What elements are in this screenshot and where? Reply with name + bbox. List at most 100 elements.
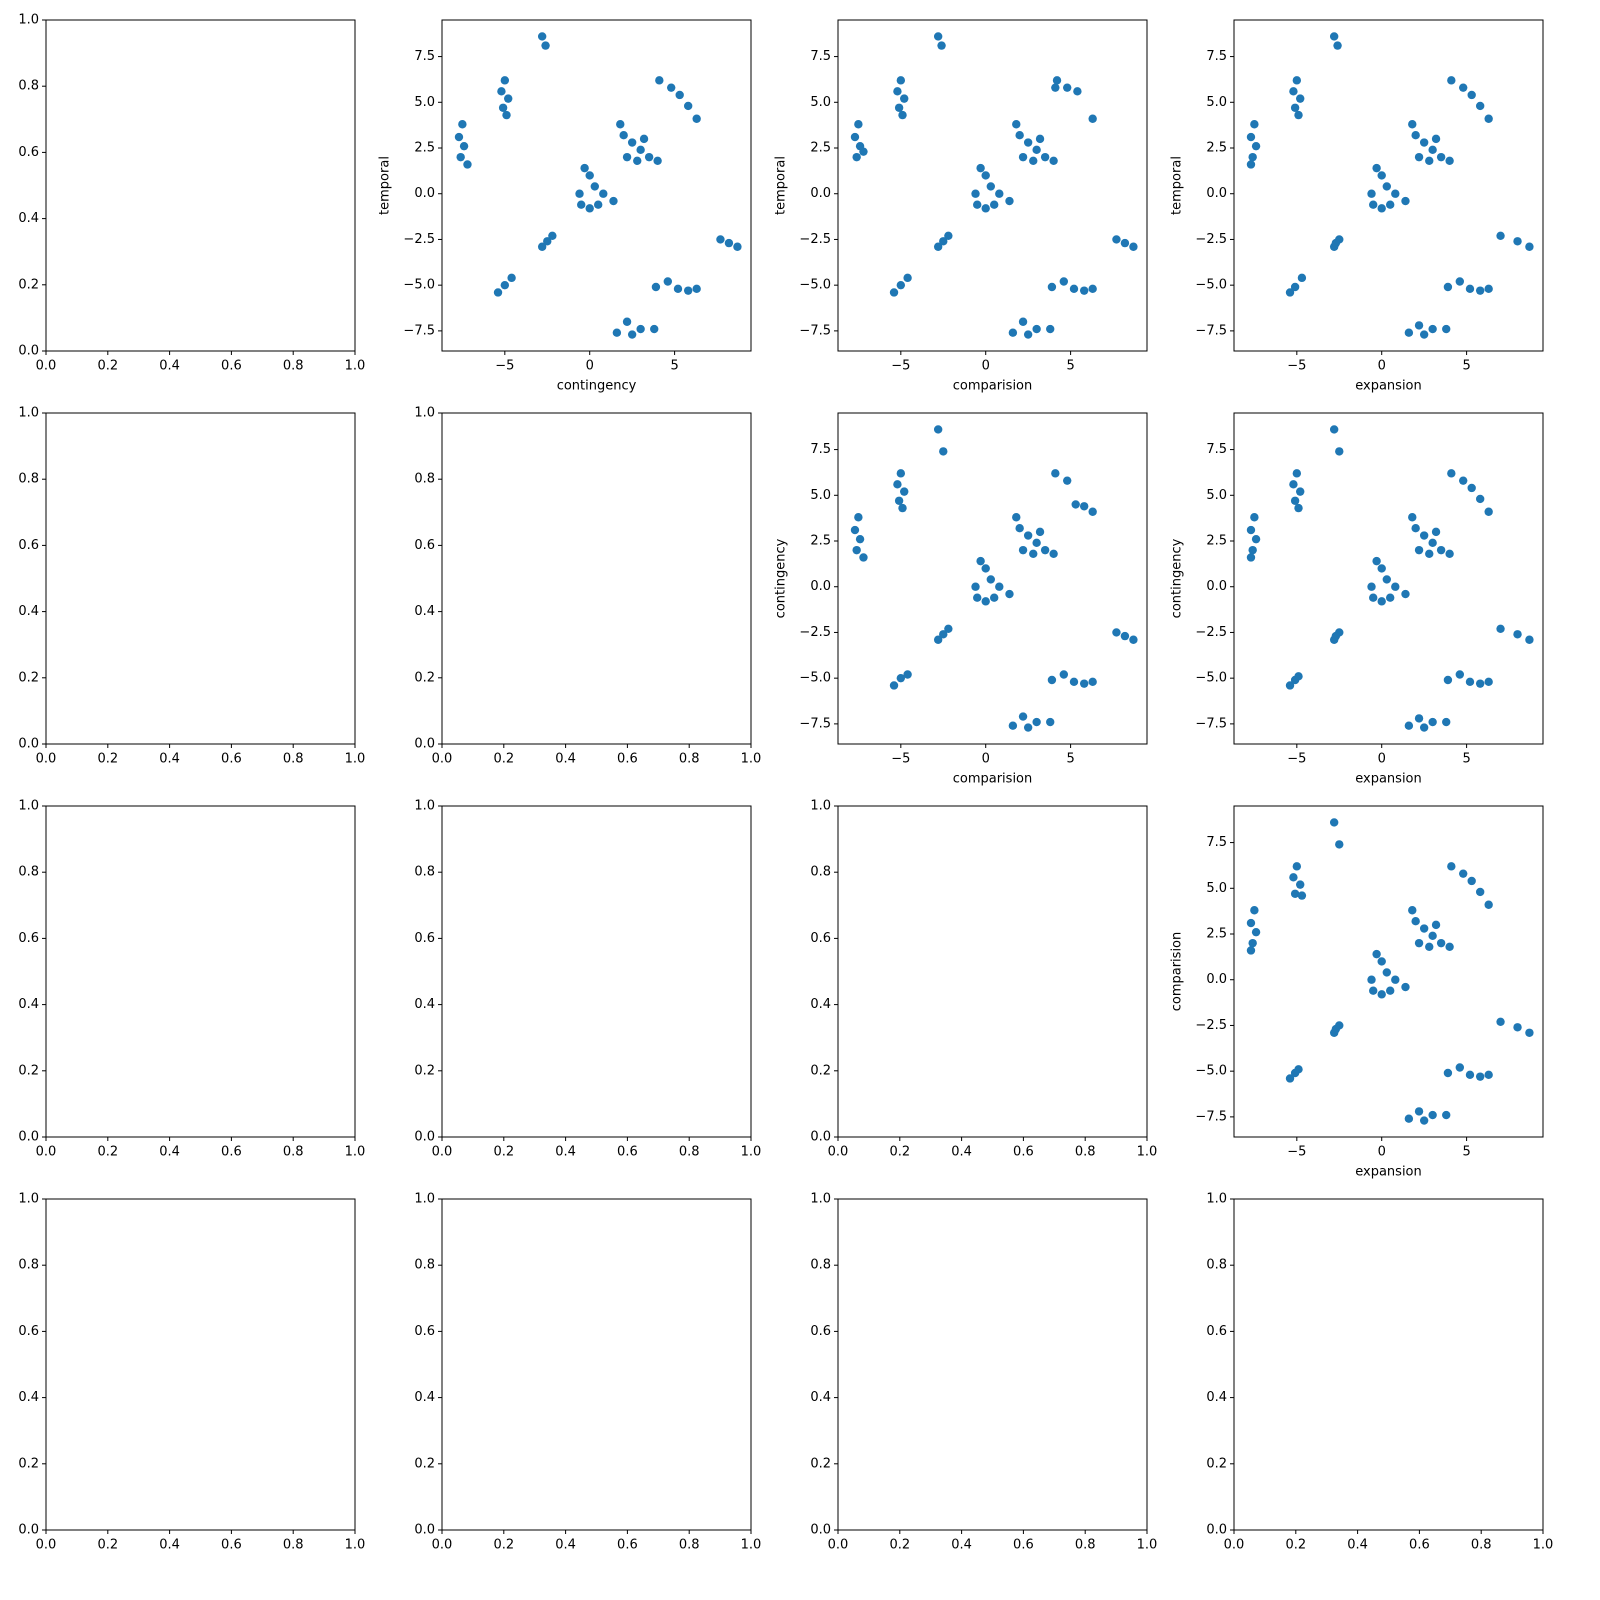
scatter-point [619,131,628,140]
x-tick-label: 0.4 [555,1145,576,1160]
scatter-point [456,152,465,162]
scatter-point [1377,957,1386,966]
scatter-point [1289,873,1298,882]
y-tick-label: 2.5 [810,141,831,156]
x-tick-label: 0.2 [1285,1538,1306,1553]
x-tick-label: −5 [891,752,910,767]
x-tick-label: 5 [670,359,678,374]
y-tick-label: 0.6 [810,931,831,946]
scatter-point [854,513,863,522]
subplot: −5 0 5 −7.5 −5.0 −2.5 0.0 2.5 5.0 7.5 expansion con… [1170,412,1544,787]
scatter-point [1285,681,1295,690]
scatter-point [1029,549,1038,559]
y-tick-label: −2.5 [1195,232,1227,247]
x-tick-label: 0.4 [1347,1538,1368,1553]
y-tick-label: −7.5 [799,716,831,731]
scatter-point [585,171,594,180]
scatter-point [1411,917,1420,926]
y-tick-label: 0.0 [810,186,831,201]
scatter-point [1401,196,1410,206]
scatter-point [1018,712,1028,721]
scatter-point [1035,527,1045,537]
scatter-point [1292,862,1302,871]
y-tick-label: 0.0 [414,1523,435,1538]
scatter-point [1250,906,1259,915]
scatter-point [1391,582,1400,591]
scatter-point [1029,156,1038,166]
y-tick-label: 5.0 [1206,881,1227,896]
x-tick-label: 0.8 [1075,1538,1096,1553]
plot-area [850,425,1138,732]
scatter-point [683,101,693,111]
y-tick-label: 7.5 [414,49,435,64]
y-tick-label: 1.0 [414,1192,435,1207]
scatter-point [944,231,953,240]
subplot: 0.0 0.2 0.4 0.6 0.8 1.0 0.0 0.2 0.4 0.6 0.8 1.0 [810,799,1157,1160]
scatter-point [939,630,948,639]
scatter-point [1079,502,1089,511]
subplot: 0.0 0.2 0.4 0.6 0.8 1.0 0.0 0.2 0.4 0.6 0.8 1.0 [18,13,365,374]
x-tick-label: 1.0 [1137,1538,1158,1553]
scatter-point [1445,549,1454,559]
scatter-point [1385,593,1395,602]
scatter-point [1018,545,1028,555]
scatter-point [633,156,642,166]
y-tick-label: 2.5 [1206,534,1227,549]
y-tick-label: 0.0 [414,737,435,752]
y-tick-label: 2.5 [1206,927,1227,942]
scatter-point [627,330,637,339]
y-tick-label: 0.0 [1206,579,1227,594]
scatter-point [1436,938,1446,948]
scatter-point [1459,83,1468,92]
scatter-point [1419,330,1429,339]
scatter-point [1290,889,1300,898]
scatter-point [612,328,622,337]
x-tick-label: 0.2 [493,1145,514,1160]
scatter-point [724,238,734,248]
scatter-point [644,152,654,162]
y-tick-label: 0.2 [414,670,435,685]
y-axis-label: temporal [774,156,789,215]
scatter-point [1250,120,1259,129]
scatter-point [937,41,946,50]
scatter-point [1248,152,1257,162]
y-tick-label: 7.5 [1206,442,1227,457]
scatter-point [1120,238,1130,248]
scatter-point [973,200,982,209]
scatter-point [1335,840,1344,849]
scatter-point [458,120,467,129]
scatter-point [1296,487,1305,496]
x-tick-label: 0.8 [679,752,700,767]
scatter-point [1484,900,1493,909]
scatter-point [1297,273,1307,283]
x-tick-label: 0.4 [951,1145,972,1160]
scatter-point [939,447,948,456]
x-tick-label: 5 [1462,1145,1470,1160]
scatter-point [1329,425,1339,434]
scatter-point [896,469,906,478]
scatter-point [1408,906,1417,915]
scatter-point [852,152,861,162]
scatter-point [507,273,516,283]
subplot: −5 0 5 −7.5 −5.0 −2.5 0.0 2.5 5.0 7.5 comparision t… [774,19,1148,394]
scatter-point [903,670,912,679]
plot-area [1246,32,1534,339]
scatter-point [1447,862,1456,871]
y-tick-label: 0.6 [414,931,435,946]
subplot: −5 0 5 −7.5 −5.0 −2.5 0.0 2.5 5.0 7.5 expansion com… [1170,805,1544,1180]
scatter-point [1071,500,1080,509]
x-tick-label: 0.6 [617,1538,638,1553]
scatter-point [1032,324,1041,334]
y-tick-label: 7.5 [1206,49,1227,64]
x-tick-label: 0.4 [555,1538,576,1553]
y-tick-label: 0.0 [1206,972,1227,987]
scatter-point [1428,717,1437,727]
scatter-point [944,624,953,633]
x-tick-label: 0.2 [97,1145,118,1160]
y-tick-label: −5.0 [1195,671,1227,686]
scatter-point [976,163,985,173]
axes-frame [45,412,356,745]
scatter-point [497,87,506,96]
scatter-point [859,553,868,562]
scatter-point [1129,635,1138,644]
